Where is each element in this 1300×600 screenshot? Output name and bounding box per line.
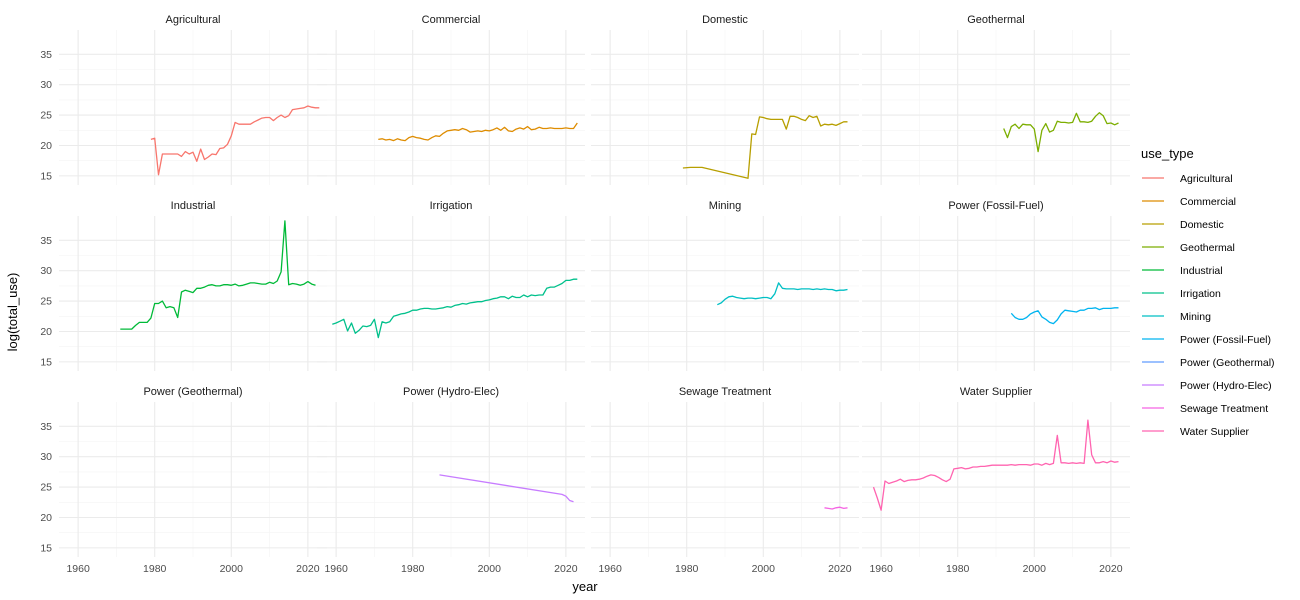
panel-power-fossil-fuel: Power (Fossil-Fuel) <box>862 200 1130 371</box>
x-tick-label: 1980 <box>143 563 167 575</box>
y-tick-label: 35 <box>40 235 52 247</box>
x-tick-label: 2000 <box>220 563 244 575</box>
x-tick-label: 1960 <box>598 563 622 575</box>
y-tick-label: 25 <box>40 482 52 494</box>
x-tick-label: 2020 <box>1099 563 1123 575</box>
legend-label: Irrigation <box>1180 288 1221 300</box>
panel-sewage-treatment: Sewage Treatment 1960 1980 2000 2020 <box>591 386 859 575</box>
series-line-domestic <box>682 115 848 179</box>
series-line-irrigation <box>332 278 578 339</box>
legend: use_type Agricultural Commercial Domestic G… <box>1141 146 1275 438</box>
facet-title: Industrial <box>171 200 216 212</box>
legend-label: Mining <box>1180 311 1211 323</box>
facet-title: Water Supplier <box>960 386 1033 398</box>
panel-commercial: Commercial <box>317 14 585 185</box>
facet-title: Mining <box>709 200 741 212</box>
panel-industrial: Industrial 15 20 25 30 35 <box>40 200 327 371</box>
facet-title: Domestic <box>702 14 748 26</box>
y-tick-label: 15 <box>40 356 52 368</box>
facet-title: Commercial <box>422 14 481 26</box>
x-tick-label: 2020 <box>296 563 320 575</box>
series-line-geothermal <box>1003 112 1119 153</box>
x-tick-label: 1960 <box>66 563 90 575</box>
series-line-water-supplier <box>872 419 1119 511</box>
y-tick-label: 30 <box>40 79 52 91</box>
legend-label: Power (Hydro-Elec) <box>1180 380 1272 392</box>
y-tick-label: 15 <box>40 542 52 554</box>
facet-title: Irrigation <box>430 200 473 212</box>
facet-title: Agricultural <box>165 14 220 26</box>
facet-title: Power (Geothermal) <box>143 386 242 398</box>
x-axis-title: year <box>572 579 598 594</box>
legend-label: Commercial <box>1180 196 1236 208</box>
y-tick-label: 20 <box>40 512 52 524</box>
x-tick-label: 1980 <box>401 563 425 575</box>
x-tick-label: 2020 <box>554 563 578 575</box>
x-tick-label: 1980 <box>675 563 699 575</box>
legend-label: Power (Fossil-Fuel) <box>1180 334 1271 346</box>
facet-title: Geothermal <box>967 14 1024 26</box>
x-tick-label: 2000 <box>478 563 502 575</box>
series-line-mining <box>717 282 848 306</box>
y-tick-label: 20 <box>40 140 52 152</box>
x-tick-label: 1980 <box>946 563 970 575</box>
facet-title: Sewage Treatment <box>679 386 771 398</box>
panel-geothermal: Geothermal <box>862 14 1130 185</box>
y-axis-title: log(total_use) <box>5 273 20 352</box>
x-tick-label: 2000 <box>752 563 776 575</box>
panel-water-supplier: Water Supplier 1960 1980 2000 2020 <box>862 386 1130 575</box>
legend-label: Domestic <box>1180 219 1224 231</box>
x-tick-label: 1960 <box>869 563 893 575</box>
y-tick-label: 25 <box>40 110 52 122</box>
x-tick-label: 2020 <box>828 563 852 575</box>
legend-label: Sewage Treatment <box>1180 403 1268 415</box>
panel-agricultural: Agricultural 15 20 25 30 35 <box>40 14 327 185</box>
series-line-agricultural <box>150 105 320 176</box>
y-tick-label: 25 <box>40 296 52 308</box>
legend-title: use_type <box>1141 146 1194 161</box>
series-line-power-fossil-fuel <box>1010 307 1119 325</box>
facet-panels: Agricultural 15 20 25 30 35 Commercial Domestic… <box>40 14 1130 575</box>
series-line-power-hydro-elec <box>439 474 574 503</box>
y-tick-label: 35 <box>40 421 52 433</box>
legend-label: Industrial <box>1180 265 1223 277</box>
legend-label: Power (Geothermal) <box>1180 357 1275 369</box>
facet-title: Power (Hydro-Elec) <box>403 386 499 398</box>
legend-label: Water Supplier <box>1180 426 1250 438</box>
series-line-sewage-treatment <box>824 506 848 510</box>
panel-domestic: Domestic <box>591 14 859 185</box>
series-line-industrial <box>120 220 316 330</box>
panel-irrigation: Irrigation <box>317 200 585 371</box>
panel-power-hydro-elec: Power (Hydro-Elec) 1960 1980 2000 2020 <box>317 386 585 575</box>
series-line-commercial <box>378 122 578 142</box>
legend-items: Agricultural Commercial Domestic Geothermal… <box>1142 173 1275 438</box>
y-tick-label: 35 <box>40 49 52 61</box>
y-tick-label: 30 <box>40 265 52 277</box>
x-tick-label: 1960 <box>324 563 348 575</box>
y-tick-label: 15 <box>40 170 52 182</box>
legend-label: Geothermal <box>1180 242 1235 254</box>
legend-label: Agricultural <box>1180 173 1233 185</box>
panel-mining: Mining <box>591 200 859 371</box>
facet-title: Power (Fossil-Fuel) <box>948 200 1043 212</box>
y-tick-label: 30 <box>40 451 52 463</box>
x-tick-label: 2000 <box>1023 563 1047 575</box>
panel-power-geothermal: Power (Geothermal) 15 20 25 30 35 1960 1980 2000… <box>40 386 327 575</box>
y-tick-label: 20 <box>40 326 52 338</box>
